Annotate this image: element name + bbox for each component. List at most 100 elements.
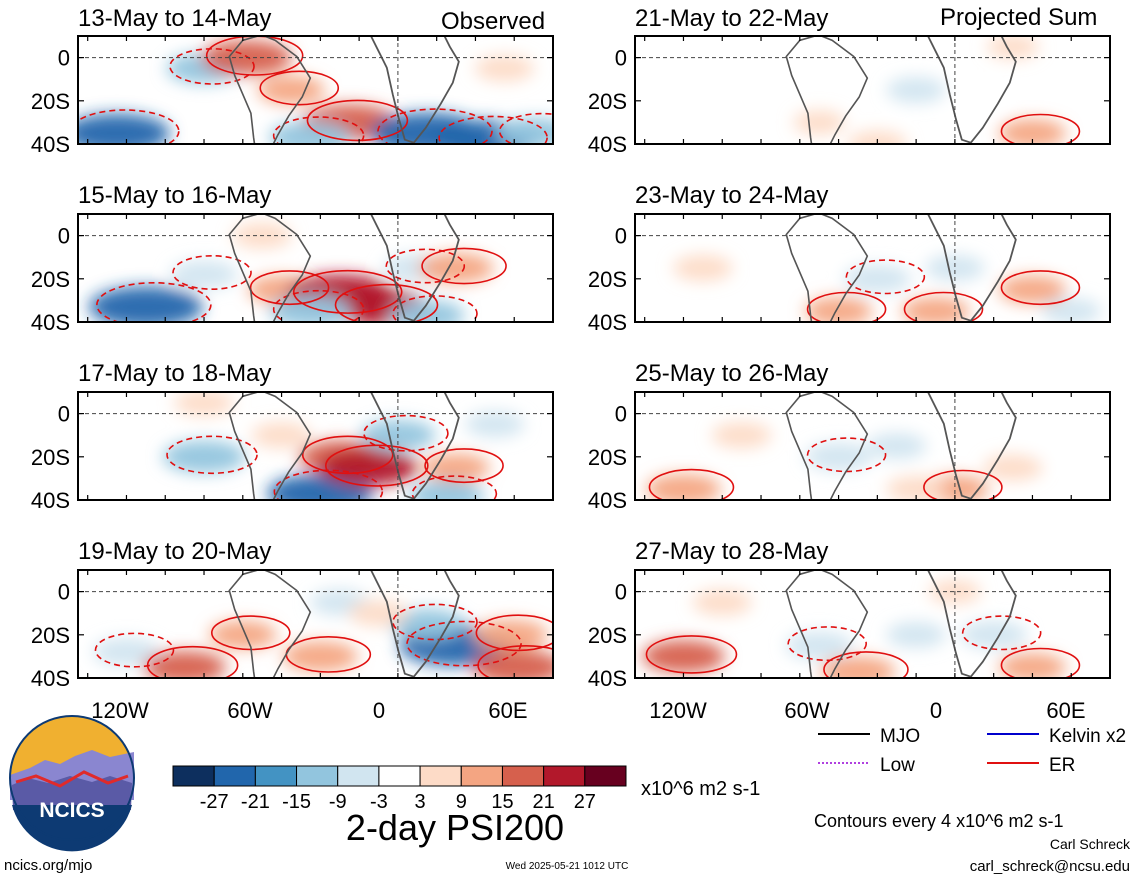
lat-label: 40S [588,132,627,157]
lat-label: 40S [31,666,70,691]
anomaly-blob [773,234,826,259]
anomaly-blob [983,454,1043,481]
anomaly-blob [418,252,494,284]
source-url[interactable]: ncics.org/mjo [4,857,92,874]
map-panel: 27-May to 28-May 0 20S 40S [588,538,1111,691]
lon-axis-left: 120W 60W 0 60E [91,698,527,723]
panel-frame [77,35,554,145]
anomaly-blob [998,653,1067,678]
anomaly-blob [886,476,946,500]
panel-frame [634,35,1111,145]
er-contour [272,289,365,322]
colorbar-swatch [584,765,627,787]
anomaly-blob [754,36,807,59]
legend-label: Kelvin x2 [1049,726,1126,747]
er-contour [172,254,252,290]
lat-label: 40S [588,488,627,513]
colorbar-swatch [296,765,339,787]
anomaly-blob [886,76,946,104]
map-panel: 25-May to 26-May 0 20S 40S [588,360,1111,513]
lat-label: 0 [615,402,627,427]
colorbar-swatch [419,765,462,787]
anomaly-blob [843,264,912,293]
anomaly-blob [692,589,753,616]
colorbar-tick-label: 3 [415,791,426,813]
er-contour [787,626,867,662]
timestamp: Wed 2025-05-21 1012 UTC [506,861,629,872]
author-name: Carl Schreck [1050,836,1131,852]
colorbar-swatch [378,765,421,787]
anomaly-blob [645,474,722,500]
anomaly-blob [866,432,927,460]
er-contour [273,469,384,500]
er-contour [385,248,466,284]
anomaly-blob [987,36,1039,59]
colorbar-swatch [254,765,298,787]
map-panels: 13-May to 14-May 0 20S 40S 15-May to 16-May 0… [31,5,1111,691]
lon-label: 60E [1046,698,1085,723]
colorbar-tick-label: -15 [282,791,311,813]
anomaly-blob [785,631,853,660]
er-contour [325,444,429,487]
colorbar-units: x10^6 m2 s-1 [641,778,760,800]
er-contour [166,435,258,475]
panel-title: 19-May to 20-May [78,538,271,565]
er-contour [648,468,735,500]
colorbar-swatch [543,765,586,787]
main-title: 2-day PSI200 [346,807,564,848]
anomaly-blob [472,649,553,678]
colorbar-tick-label: -3 [370,791,388,813]
lat-label: 20S [588,623,627,648]
anomaly-blob [673,254,733,282]
panel-title: 21-May to 22-May [635,5,828,32]
lon-label: 60W [227,698,272,723]
lat-label: 20S [31,89,70,114]
lat-label: 0 [58,402,70,427]
er-contour [1000,113,1081,144]
er-contour [392,603,478,641]
anomaly-blob [251,422,312,449]
anomaly-blob [269,294,353,322]
anomaly-blob [257,75,325,105]
anomaly-blob [711,422,772,449]
er-contour [306,99,409,142]
lat-label: 40S [588,310,627,335]
colorbar-tick-label: 15 [491,791,513,813]
colorbar-swatch [172,765,215,787]
colorbar-tick-label: -9 [329,791,347,813]
legend-label: Low [880,755,915,776]
anomaly-blob [88,286,203,322]
lat-label: 20S [31,267,70,292]
panel-title: 27-May to 28-May [635,538,828,565]
lon-label: 0 [930,698,942,723]
anomaly-blob [389,300,465,322]
anomaly-blob [998,119,1067,144]
author-email[interactable]: carl_schreck@ncsu.edu [970,858,1130,875]
lon-axis-right: 120W 60W 0 60E [649,698,1085,723]
colorbar-swatch [460,765,503,787]
lat-label: 0 [58,46,70,71]
lat-label: 40S [31,310,70,335]
anomaly-blob [162,440,246,474]
lat-label: 20S [588,89,627,114]
lat-label: 0 [615,46,627,71]
anomaly-blob [282,641,358,672]
er-contour [424,448,504,484]
anomaly-blob [496,118,553,144]
lon-label: 120W [649,698,707,723]
lat-label: 0 [615,580,627,605]
panel-title: 13-May to 14-May [78,5,271,32]
lat-label: 0 [58,224,70,249]
er-contour [475,614,553,652]
panel-title: 15-May to 16-May [78,182,271,209]
lat-label: 20S [588,267,627,292]
er-contour [363,414,449,452]
anomaly-blob [804,442,873,471]
lon-label: 60W [784,698,829,723]
anomaly-blob [886,621,946,648]
lat-label: 40S [31,488,70,513]
anomaly-blob [676,77,729,103]
lat-label: 0 [615,224,627,249]
panel-frame [634,213,1111,323]
anomaly-blob [465,411,525,438]
